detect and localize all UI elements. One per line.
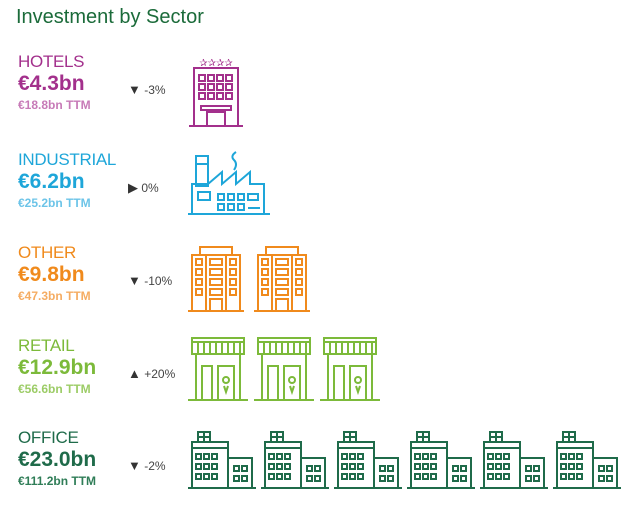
sector-row: OTHER €9.8bn €47.3bn TTM ▼ -10% bbox=[18, 243, 638, 333]
sector-name: HOTELS bbox=[18, 52, 85, 71]
sector-ttm: €56.6bn TTM bbox=[18, 382, 91, 396]
sector-row: HOTELS €4.3bn €18.8bn TTM ▼ -3% ✰✰✰✰ bbox=[18, 52, 638, 142]
sector-change: ▲ +20% bbox=[128, 366, 175, 381]
sector-value: €4.3bn bbox=[18, 72, 85, 95]
sector-ttm: €18.8bn TTM bbox=[18, 98, 91, 112]
sector-name: INDUSTRIAL bbox=[18, 150, 117, 169]
sector-change-value: -3% bbox=[140, 83, 166, 97]
page-title: Investment by Sector bbox=[16, 6, 204, 28]
trend-up-icon: ▲ bbox=[128, 366, 141, 381]
sector-value: €12.9bn bbox=[18, 356, 97, 379]
sector-row: RETAIL €12.9bn €56.6bn TTM ▲ +20% bbox=[18, 336, 638, 426]
investment-by-sector-infographic: Investment by Sector HOTELS €4.3bn €18.8bn… bbox=[16, 6, 638, 489]
sector-change: ▼ -10% bbox=[128, 273, 172, 288]
trend-flat-icon: ▶ bbox=[128, 180, 138, 195]
sector-change-value: -2% bbox=[140, 459, 166, 473]
sector-change-value: +20% bbox=[140, 367, 176, 381]
sector-change-value: 0% bbox=[138, 181, 159, 195]
sector-value: €23.0bn bbox=[18, 448, 97, 471]
sector-value: €9.8bn bbox=[18, 263, 85, 286]
sector-value: €6.2bn bbox=[18, 170, 85, 193]
trend-down-icon: ▼ bbox=[128, 82, 141, 97]
sector-change: ▼ -3% bbox=[128, 82, 166, 97]
sector-name: RETAIL bbox=[18, 336, 75, 355]
sector-name: OFFICE bbox=[18, 428, 79, 447]
sector-change: ▶ 0% bbox=[128, 180, 159, 196]
sector-change: ▼ -2% bbox=[128, 458, 166, 473]
sector-change-value: -10% bbox=[140, 274, 173, 288]
trend-down-icon: ▼ bbox=[128, 458, 141, 473]
sector-ttm: €111.2bn TTM bbox=[18, 474, 97, 488]
svg-text:✰✰✰✰: ✰✰✰✰ bbox=[199, 58, 233, 69]
sector-ttm: €25.2bn TTM bbox=[18, 196, 91, 210]
sector-row: INDUSTRIAL €6.2bn €25.2bn TTM ▶ 0% bbox=[18, 150, 638, 240]
sector-name: OTHER bbox=[18, 243, 77, 262]
trend-down-icon: ▼ bbox=[128, 273, 141, 288]
sector-ttm: €47.3bn TTM bbox=[18, 289, 91, 303]
sector-row: OFFICE €23.0bn €111.2bn TTM ▼ -2% bbox=[18, 428, 638, 518]
